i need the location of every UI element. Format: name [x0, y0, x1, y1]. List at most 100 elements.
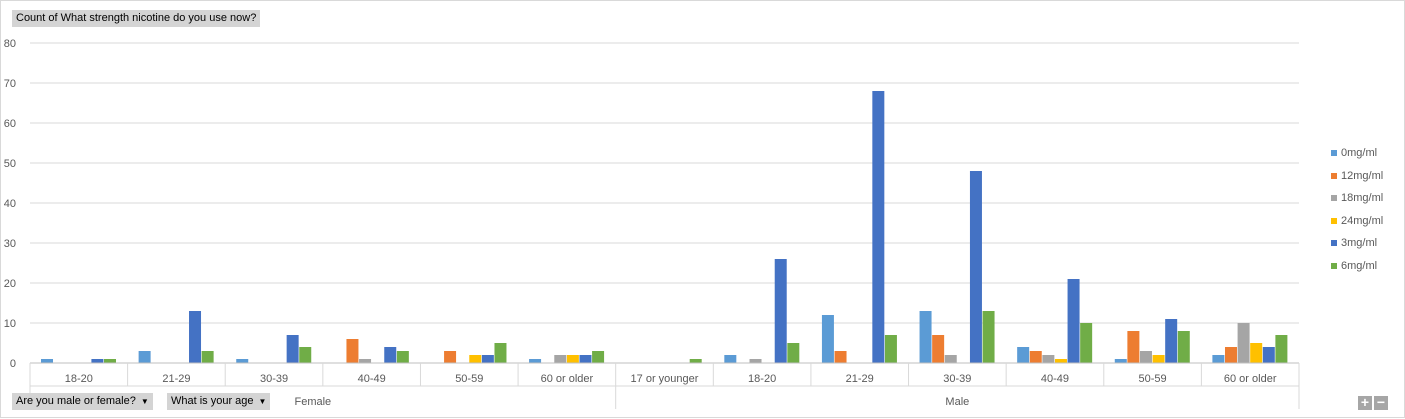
legend-label: 18mg/ml	[1341, 192, 1384, 205]
legend-swatch	[1331, 150, 1337, 156]
bar[interactable]	[554, 355, 567, 363]
gridlines	[30, 42, 1299, 324]
bar[interactable]	[359, 359, 372, 363]
legend-label: 3mg/ml	[1341, 237, 1378, 250]
bar[interactable]	[1224, 347, 1237, 363]
collapse-field-button[interactable]: −	[1374, 395, 1388, 410]
x-tick-label: 40-49	[1041, 373, 1069, 385]
gender-field-button[interactable]: Are you male or female? ▼	[12, 393, 153, 410]
y-axis-ticks: 0 10 20 30 40 50 60 70 80	[4, 38, 16, 370]
bar[interactable]	[821, 315, 834, 363]
bar[interactable]	[1139, 351, 1152, 363]
x-tick-label: 21-29	[162, 373, 190, 385]
dropdown-arrow-icon: ▼	[140, 397, 149, 406]
bar[interactable]	[1042, 355, 1055, 363]
bar[interactable]	[982, 311, 995, 363]
x-tick-label: 30-39	[943, 373, 971, 385]
bar[interactable]	[346, 339, 359, 363]
bar[interactable]	[566, 355, 579, 363]
values-field-button[interactable]: Count of What strength nicotine do you u…	[12, 10, 261, 27]
bar[interactable]	[944, 355, 957, 363]
bar[interactable]	[1212, 355, 1225, 363]
x-tick-label: 40-49	[358, 373, 386, 385]
bar[interactable]	[1067, 279, 1080, 363]
bar[interactable]	[201, 351, 214, 363]
x-group-label: Female	[295, 396, 332, 408]
bar[interactable]	[1127, 331, 1140, 363]
legend-label: 0mg/ml	[1341, 147, 1378, 159]
values-field-label: Count of What strength nicotine do you u…	[16, 12, 257, 24]
x-tick-label: 60 or older	[1224, 373, 1277, 385]
bar[interactable]	[1262, 347, 1275, 363]
age-field-label: What is your age	[171, 395, 254, 407]
bar[interactable]	[91, 359, 104, 363]
y-tick-label: 0	[10, 358, 16, 370]
bar[interactable]	[1275, 335, 1288, 363]
bar[interactable]	[384, 347, 397, 363]
bar[interactable]	[481, 355, 494, 363]
legend-swatch	[1331, 217, 1337, 224]
bar[interactable]	[104, 359, 117, 363]
y-tick-label: 70	[4, 78, 16, 90]
legend-swatch	[1331, 240, 1337, 247]
legend-swatch	[1331, 262, 1337, 269]
y-tick-label: 20	[4, 278, 16, 290]
bar[interactable]	[1080, 323, 1093, 363]
bar[interactable]	[592, 351, 605, 363]
bar[interactable]	[1114, 359, 1127, 363]
bar[interactable]	[1177, 331, 1190, 363]
y-tick-label: 40	[4, 198, 16, 210]
bar[interactable]	[1152, 355, 1165, 363]
bar[interactable]	[1054, 359, 1067, 363]
dropdown-arrow-icon: ▼	[258, 397, 267, 406]
legend-label: 24mg/ml	[1341, 214, 1384, 227]
legend-label: 12mg/ml	[1341, 169, 1384, 182]
bar[interactable]	[469, 355, 482, 363]
x-tick-label: 50-59	[455, 373, 483, 385]
bar[interactable]	[774, 259, 787, 363]
bar[interactable]	[787, 343, 800, 363]
bar[interactable]	[919, 311, 932, 363]
bar[interactable]	[579, 355, 592, 363]
x-tick-label: 50-59	[1139, 373, 1167, 385]
x-tick-label: 18-20	[748, 373, 776, 385]
bar[interactable]	[236, 359, 249, 363]
bar[interactable]	[1165, 319, 1178, 363]
x-tick-label: 21-29	[846, 373, 874, 385]
y-tick-label: 80	[4, 38, 16, 50]
bar[interactable]	[1029, 351, 1042, 363]
bar[interactable]	[689, 359, 702, 363]
bar[interactable]	[872, 91, 885, 363]
bar[interactable]	[884, 335, 897, 363]
x-tick-label: 17 or younger	[631, 373, 699, 385]
bar[interactable]	[138, 351, 151, 363]
x-axis: 18-20 21-29 30-39 40-49 50-59 60 or older Fema…	[29, 362, 1300, 409]
y-tick-label: 10	[4, 318, 16, 330]
bar[interactable]	[41, 359, 54, 363]
bar[interactable]	[834, 351, 847, 363]
bar[interactable]	[932, 335, 945, 363]
bar[interactable]	[396, 351, 409, 363]
x-tick-label: 18-20	[65, 373, 93, 385]
bar[interactable]	[969, 171, 982, 363]
bar[interactable]	[724, 355, 737, 363]
bar[interactable]	[1017, 347, 1030, 363]
bar[interactable]	[1250, 343, 1263, 363]
expand-field-button[interactable]: +	[1358, 395, 1372, 410]
bar[interactable]	[749, 359, 762, 363]
legend-swatch	[1331, 172, 1337, 179]
bar[interactable]	[494, 343, 507, 363]
age-field-button[interactable]: What is your age ▼	[167, 393, 271, 410]
bar[interactable]	[444, 351, 457, 363]
bar[interactable]	[529, 359, 542, 363]
bar[interactable]	[189, 311, 202, 363]
gender-field-label: Are you male or female?	[16, 395, 136, 407]
zoom-controls: + −	[1358, 394, 1390, 412]
legend-swatch	[1331, 195, 1337, 202]
bar[interactable]	[1237, 323, 1250, 363]
x-tick-label: 60 or older	[541, 373, 594, 385]
bar[interactable]	[299, 347, 312, 363]
bar[interactable]	[286, 335, 299, 363]
